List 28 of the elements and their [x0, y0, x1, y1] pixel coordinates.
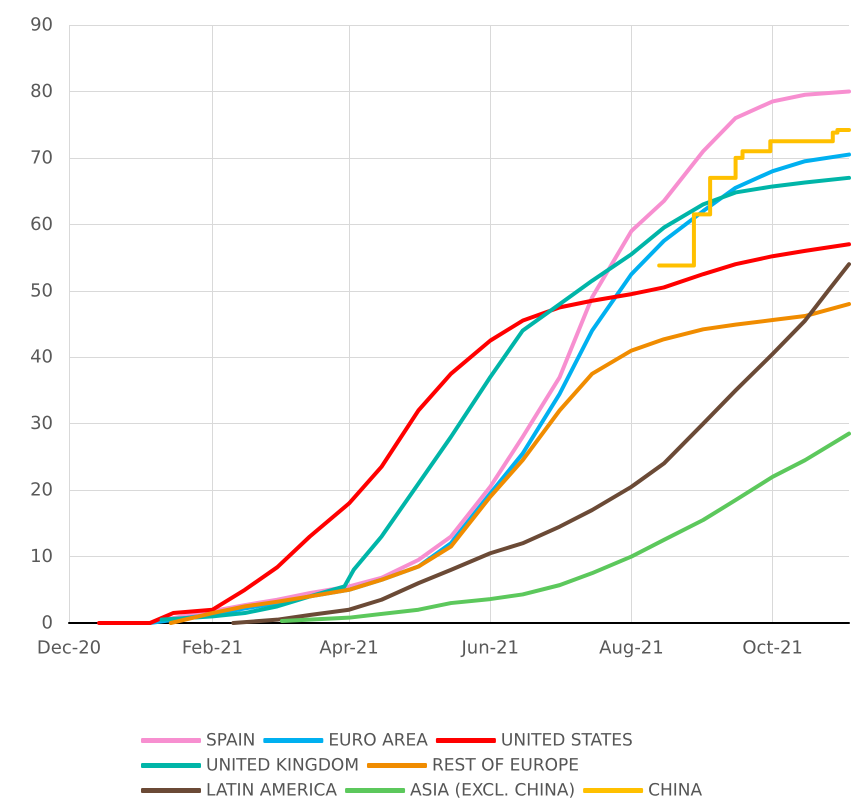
line-series [280, 432, 851, 624]
legend-label: UNITED KINGDOM [206, 756, 359, 776]
line-series [168, 302, 851, 625]
legend-label: LATIN AMERICA [206, 780, 338, 800]
legend-label: CHINA [648, 780, 702, 800]
y-tick-label: 30 [30, 413, 53, 434]
y-tick-label: 40 [30, 346, 53, 368]
y-tick-label: 20 [30, 480, 53, 501]
x-tick-label: Apr-21 [319, 638, 379, 658]
line-series [231, 262, 851, 625]
y-tick-label: 80 [30, 80, 53, 102]
x-tick-label: Feb-21 [182, 638, 244, 658]
legend-label: UNITED STATES [500, 730, 633, 750]
x-tick-label: Oct-21 [742, 638, 803, 658]
y-tick-label: 10 [30, 546, 53, 568]
legend-label: REST OF EUROPE [432, 756, 580, 776]
y-tick-label: 60 [30, 214, 53, 235]
y-tick-label: 90 [30, 14, 53, 36]
x-tick-label: Dec-20 [36, 638, 102, 658]
legend-label: EURO AREA [328, 730, 428, 750]
y-tick-label: 70 [30, 147, 53, 168]
legend-label: ASIA (EXCL. CHINA) [410, 780, 576, 800]
legend-label: SPAIN [206, 730, 256, 750]
y-tick-label: 50 [30, 280, 53, 302]
x-tick-label: Jun-21 [460, 638, 520, 658]
y-tick-label: 0 [42, 612, 53, 634]
line-series [97, 242, 851, 625]
x-tick-label: Aug-21 [599, 638, 664, 658]
